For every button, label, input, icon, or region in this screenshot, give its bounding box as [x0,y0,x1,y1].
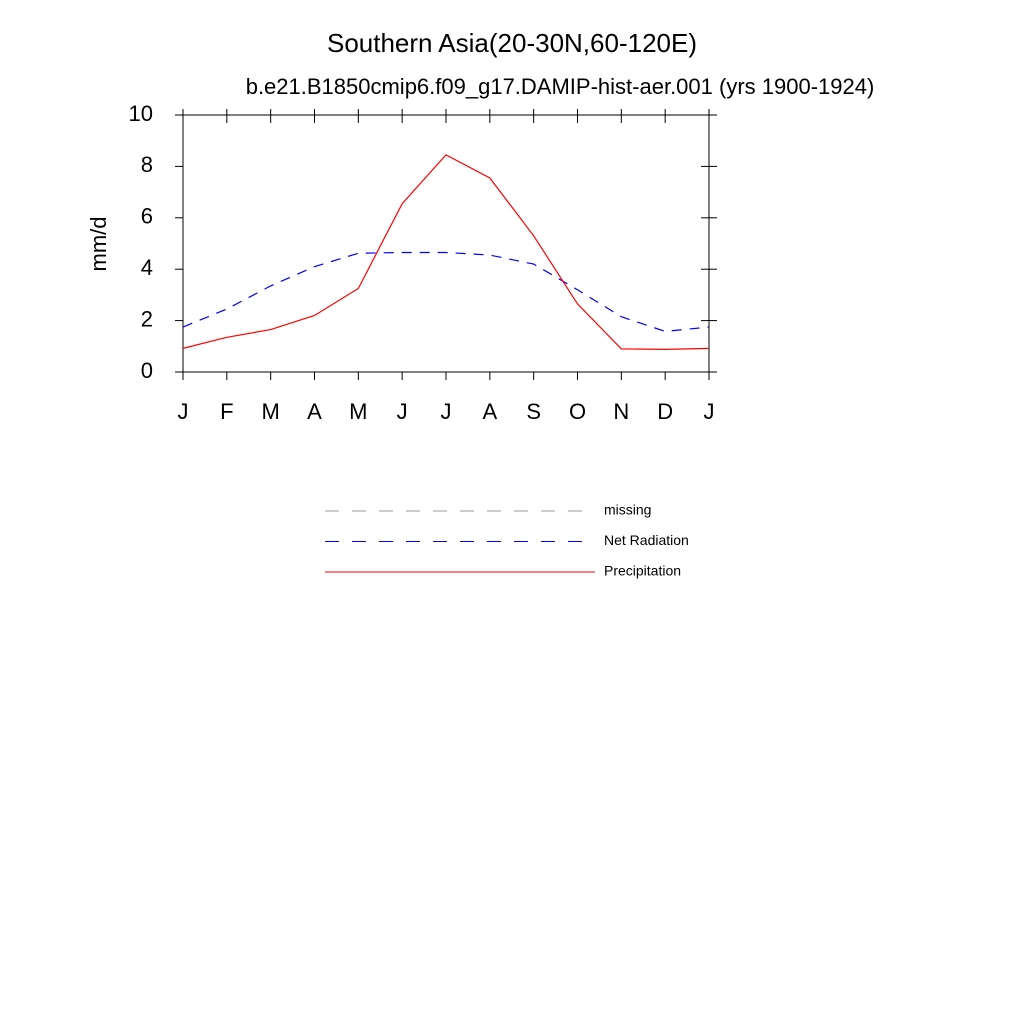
x-tick-label: F [220,399,233,424]
y-tick-label: 8 [141,152,153,177]
y-tick-label: 2 [141,306,153,331]
x-tick-label: J [178,399,189,424]
plot-frame [182,114,710,373]
y-tick-label: 4 [141,255,153,280]
y-axis-label: mm/d [86,217,111,272]
x-tick-label: M [349,399,367,424]
legend-label: Net Radiation [604,532,689,548]
y-tick-label: 6 [141,204,153,229]
y-tick-label: 10 [129,101,153,126]
y-tick-label: 0 [141,358,153,383]
legend-label: missing [604,502,651,518]
x-tick-label: D [657,399,673,424]
x-tick-label: A [482,399,497,424]
x-tick-label: J [441,399,452,424]
x-tick-label: A [307,399,322,424]
series-line [182,251,710,333]
x-tick-label: J [704,399,715,424]
x-tick-label: J [397,399,408,424]
x-tick-label: N [613,399,629,424]
chart-subtitle: b.e21.B1850cmip6.f09_g17.DAMIP-hist-aer.… [246,74,875,99]
series-line [182,154,710,350]
x-tick-label: O [569,399,586,424]
legend-label: Precipitation [604,563,681,579]
x-tick-label: M [262,399,280,424]
chart-title: Southern Asia(20-30N,60-120E) [327,28,697,58]
x-tick-label: S [526,399,541,424]
